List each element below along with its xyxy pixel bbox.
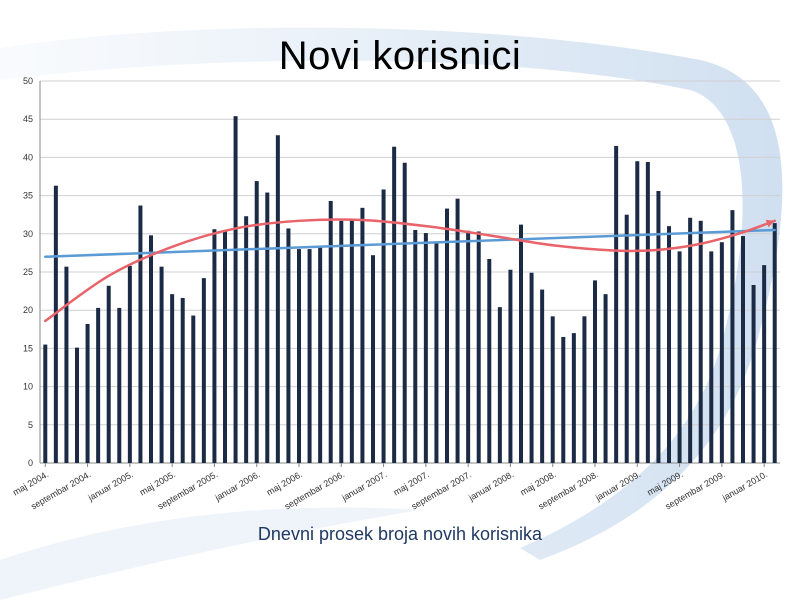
bar-2 xyxy=(64,266,69,463)
bar-37 xyxy=(434,242,439,463)
x-tick-label-44: januar 2008. xyxy=(466,469,515,503)
bar-3 xyxy=(75,347,79,463)
bar-40 xyxy=(466,230,471,463)
page-title: Novi korisnici xyxy=(278,34,522,78)
bar-10 xyxy=(149,235,153,463)
bar-66 xyxy=(741,236,745,463)
bar-7 xyxy=(117,307,122,463)
bar-59 xyxy=(667,226,671,463)
bar-4 xyxy=(85,323,90,463)
bar-46 xyxy=(529,272,534,463)
bar-57 xyxy=(645,161,650,463)
bar-25 xyxy=(307,249,312,463)
bar-44 xyxy=(508,269,513,463)
y-tick-label-50: 50 xyxy=(23,76,33,86)
bar-12 xyxy=(170,294,175,463)
bar-47 xyxy=(540,289,545,463)
bar-5 xyxy=(96,307,101,463)
bar-21 xyxy=(265,192,270,463)
bar-55 xyxy=(624,214,629,463)
trendline-arrowhead xyxy=(765,219,775,228)
bar-11 xyxy=(159,266,164,463)
bar-54 xyxy=(614,145,619,463)
bar-32 xyxy=(381,189,386,463)
y-tick-label-45: 45 xyxy=(23,114,33,124)
y-tick-label-30: 30 xyxy=(23,229,33,239)
bar-16 xyxy=(212,229,217,463)
bar-50 xyxy=(571,333,576,463)
bar-20 xyxy=(254,181,259,464)
y-tick-label-25: 25 xyxy=(23,267,33,277)
chart-subtitle: Dnevni prosek broja novih korisnika xyxy=(257,524,543,544)
bar-34 xyxy=(402,162,407,464)
bar-33 xyxy=(392,146,397,464)
bar-27 xyxy=(328,200,333,463)
bar-62 xyxy=(698,220,703,463)
bar-22 xyxy=(275,135,280,463)
bar-19 xyxy=(244,216,249,463)
bar-45 xyxy=(519,224,523,463)
bar-18 xyxy=(233,116,238,464)
bar-38 xyxy=(445,208,449,463)
bar-42 xyxy=(487,259,492,463)
bar-39 xyxy=(455,198,460,463)
y-tick-label-10: 10 xyxy=(23,382,33,392)
bar-6 xyxy=(106,285,111,463)
bar-13 xyxy=(180,297,185,463)
trendline-linear xyxy=(44,228,776,258)
bar-30 xyxy=(360,207,365,463)
bar-41 xyxy=(476,231,481,463)
y-tick-label-0: 0 xyxy=(28,458,33,468)
bar-58 xyxy=(656,191,661,464)
bar-17 xyxy=(223,230,227,463)
x-tick-label-32: januar 2007. xyxy=(339,469,388,503)
y-tick-label-20: 20 xyxy=(23,305,33,315)
bar-51 xyxy=(582,316,587,463)
bar-68 xyxy=(762,265,767,463)
bar-24 xyxy=(297,249,301,463)
bar-1 xyxy=(53,185,58,463)
trendline-polynomial xyxy=(44,218,776,323)
bar-64 xyxy=(719,242,724,463)
x-tick-label-68: januar 2010. xyxy=(720,469,769,503)
x-tick-label-8: januar 2005. xyxy=(86,469,135,503)
bar-23 xyxy=(286,228,291,463)
bar-8 xyxy=(127,265,132,463)
bar-0 xyxy=(43,344,48,463)
bar-31 xyxy=(371,255,375,463)
bar-43 xyxy=(497,307,502,463)
bar-28 xyxy=(339,220,344,463)
bar-15 xyxy=(201,278,206,463)
bar-56 xyxy=(635,161,640,463)
y-tick-label-15: 15 xyxy=(23,343,33,353)
bar-69 xyxy=(772,223,777,463)
bar-14 xyxy=(191,315,196,463)
bar-35 xyxy=(413,229,418,463)
bar-61 xyxy=(688,217,693,463)
bar-67 xyxy=(751,284,756,463)
bar-48 xyxy=(550,316,555,463)
bar-63 xyxy=(709,251,714,463)
y-tick-label-40: 40 xyxy=(23,152,33,162)
bar-26 xyxy=(318,246,323,463)
bar-53 xyxy=(603,294,608,463)
bar-60 xyxy=(677,251,682,463)
y-tick-label-35: 35 xyxy=(23,191,33,201)
bar-29 xyxy=(349,220,354,463)
x-tick-label-20: januar 2006. xyxy=(213,469,262,503)
bar-65 xyxy=(730,210,735,463)
bar-52 xyxy=(593,280,597,463)
x-tick-label-56: januar 2009. xyxy=(593,469,642,503)
bar-9 xyxy=(138,205,143,464)
bar-36 xyxy=(423,233,428,463)
y-tick-label-5: 5 xyxy=(28,420,33,430)
bar-49 xyxy=(561,336,566,463)
